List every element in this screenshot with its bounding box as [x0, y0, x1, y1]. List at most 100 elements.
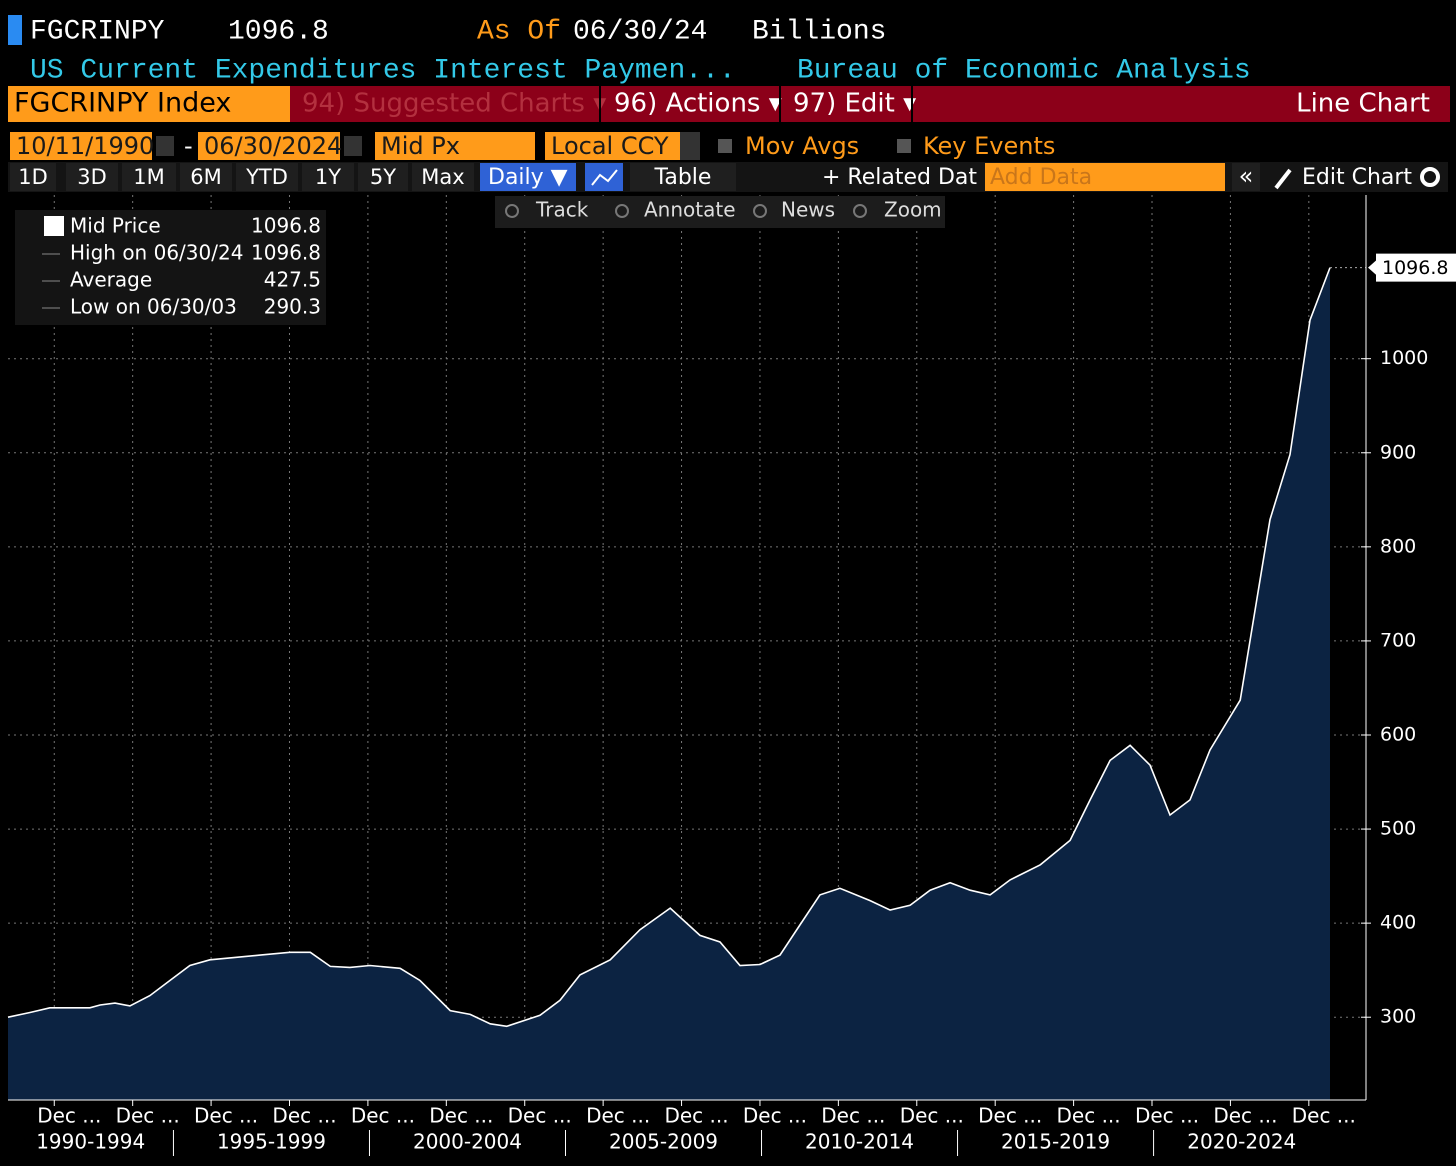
date-separator: -	[184, 132, 193, 160]
legend-value: 1096.8	[251, 241, 321, 265]
currency[interactable]: Local CCY	[551, 132, 669, 160]
period-label[interactable]: 1Y	[315, 165, 341, 189]
last-value-label: 1096.8	[1382, 257, 1448, 279]
period-button[interactable]	[236, 163, 298, 191]
legend-label: Low on 06/30/03	[70, 295, 237, 319]
y-tick-label: 900	[1380, 441, 1416, 463]
dropdown[interactable]	[680, 132, 700, 160]
tool-label[interactable]: News	[781, 198, 835, 222]
x-group-label: 1990-1994	[36, 1130, 145, 1154]
period-label[interactable]: 5Y	[370, 165, 396, 189]
related[interactable]: + Related Dat	[822, 165, 977, 190]
period-button[interactable]	[412, 163, 474, 191]
menu-item[interactable]: 96) Actions ▾	[614, 89, 782, 119]
tool-icon[interactable]	[505, 204, 519, 218]
x-tick-label: Dec ...	[116, 1104, 180, 1128]
period-button[interactable]	[10, 163, 56, 191]
legend-value: 427.5	[264, 268, 321, 292]
frequency[interactable]: Daily ▼	[488, 165, 568, 190]
tool-label[interactable]: Track	[535, 198, 589, 222]
legend-box	[15, 210, 326, 325]
y-tick-label: 800	[1380, 535, 1416, 557]
period-label[interactable]: YTD	[245, 165, 288, 189]
add-data-box[interactable]	[985, 163, 1225, 191]
calendar-icon[interactable]	[344, 136, 362, 156]
legend-value: 290.3	[264, 295, 321, 319]
last-value-pointer	[1368, 259, 1377, 276]
line	[7, 267, 1331, 1028]
x-tick-label: Dec ...	[1135, 1104, 1199, 1128]
x-group-label: 1995-1999	[217, 1130, 326, 1154]
period-button[interactable]	[180, 163, 232, 191]
units: Billions	[752, 16, 886, 47]
menu-item[interactable]: 97) Edit ▾	[793, 89, 916, 119]
x-tick-label: Dec ...	[272, 1104, 336, 1128]
currency-box[interactable]	[545, 132, 680, 160]
x-group-label: 2020-2024	[1187, 1130, 1296, 1154]
end-date[interactable]: 06/30/2024	[204, 132, 342, 160]
settings-icon[interactable]	[1420, 167, 1440, 187]
start-date-box[interactable]	[10, 132, 152, 160]
period-label[interactable]: Max	[421, 165, 464, 189]
y-tick-label: 300	[1380, 1006, 1416, 1028]
tool-icon[interactable]	[615, 204, 629, 218]
legend-label: Mid Price	[70, 214, 161, 238]
period-label[interactable]: 6M	[190, 165, 221, 189]
add-data[interactable]: Add Data	[990, 165, 1092, 190]
y-tick-label: 500	[1380, 818, 1416, 840]
menu-item[interactable]: 94) Suggested Charts ▾	[302, 89, 606, 119]
x-group-label: 2005-2009	[609, 1130, 718, 1154]
price-field-box[interactable]	[375, 132, 535, 160]
period-button[interactable]	[122, 163, 176, 191]
x-tick-label: Dec ...	[194, 1104, 258, 1128]
security-box	[8, 86, 290, 122]
checkbox[interactable]	[897, 139, 911, 153]
table[interactable]: Table	[654, 165, 712, 190]
x-tick-label: Dec ...	[743, 1104, 807, 1128]
option-label[interactable]: Key Events	[923, 132, 1055, 160]
option-label[interactable]: Mov Avgs	[745, 132, 859, 160]
price-field[interactable]: Mid Px	[381, 132, 460, 160]
tool-label[interactable]: Zoom	[884, 198, 942, 222]
x-tick-label: Dec ...	[429, 1104, 493, 1128]
x-tick-label: Dec ...	[1292, 1104, 1356, 1128]
calendar-icon[interactable]	[156, 136, 174, 156]
x-tick-label: Dec ...	[1057, 1104, 1121, 1128]
legend-label: High on 06/30/24	[70, 241, 243, 265]
pencil-icon	[1274, 168, 1292, 190]
x-tick-label: Dec ...	[508, 1104, 572, 1128]
period-button[interactable]	[66, 163, 118, 191]
source: Bureau of Economic Analysis	[797, 55, 1251, 86]
x-group-label: 2015-2019	[1001, 1130, 1110, 1154]
price: 1096.8	[228, 16, 329, 47]
tool-label[interactable]: Annotate	[644, 198, 736, 222]
end-date-box[interactable]	[198, 132, 340, 160]
ticker-marker	[8, 15, 22, 45]
tool-icon[interactable]	[853, 204, 867, 218]
chart-icon	[591, 169, 618, 186]
x-tick-label: Dec ...	[37, 1104, 101, 1128]
x-tick-label: Dec ...	[900, 1104, 964, 1128]
frequency-button[interactable]	[480, 163, 576, 191]
area-fill	[8, 267, 1330, 1101]
y-tick-label: 700	[1380, 629, 1416, 651]
edit-chart[interactable]: Edit Chart	[1302, 165, 1412, 190]
period-label[interactable]: 3D	[77, 165, 107, 189]
last-value-box	[1376, 253, 1456, 282]
start-date[interactable]: 10/11/1990	[16, 132, 154, 160]
period-label[interactable]: 1D	[18, 165, 48, 189]
checkbox[interactable]	[718, 139, 732, 153]
description: US Current Expenditures Interest Paymen.…	[30, 55, 736, 86]
period-button[interactable]	[302, 163, 354, 191]
tool-icon[interactable]	[753, 204, 767, 218]
period-label[interactable]: 1M	[133, 165, 164, 189]
collapse-button[interactable]	[1232, 163, 1260, 191]
table-button[interactable]	[630, 163, 736, 191]
menu-bar	[290, 86, 1450, 122]
x-group-label: 2010-2014	[805, 1130, 914, 1154]
legend-swatch	[44, 216, 64, 236]
collapse[interactable]: «	[1239, 162, 1254, 190]
period-button[interactable]	[358, 163, 408, 191]
